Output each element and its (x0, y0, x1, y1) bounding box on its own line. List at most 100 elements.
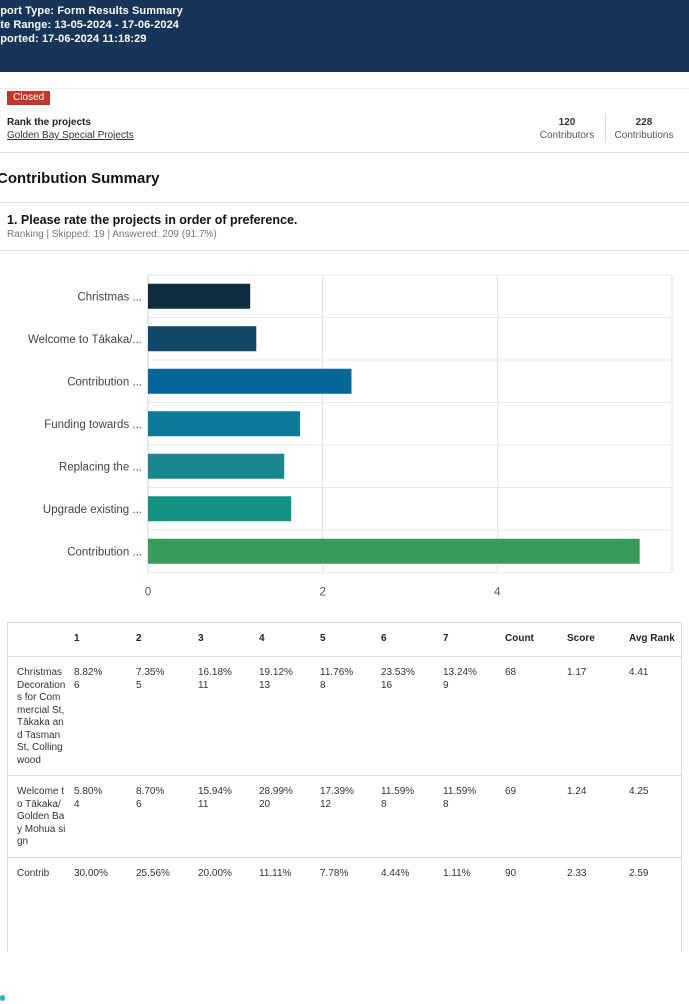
divider (0, 152, 689, 153)
table-header: 7 (443, 633, 449, 644)
section-title: Contribution Summary (0, 170, 160, 187)
rank-cell: 11.59% 8 (439, 776, 501, 858)
contributors-count: 120 (558, 117, 576, 128)
rank-percent: 11.11% (259, 867, 292, 879)
rank-percent: 25.56% (136, 867, 170, 879)
category-label: Replacing the ... (59, 461, 142, 473)
row-avg-rank: 4.41 (629, 667, 649, 678)
rank-cell: 25.56% (132, 857, 194, 888)
table-header: 5 (320, 633, 326, 644)
table-header: 2 (136, 633, 142, 644)
rank-percent: 20.00% (198, 867, 232, 879)
table-header-row: 1 2 3 4 5 6 7 Count Score Avg Rank (8, 623, 681, 657)
rank-percent: 13.24% (443, 667, 477, 678)
rank-percent: 23.53% (381, 667, 415, 678)
row-score: 2.33 (567, 867, 587, 879)
rank-count: 11 (198, 798, 209, 810)
row-project-name: Welcome to Tākaka/Golden Bay Mohua sign (17, 786, 66, 847)
exported-time: xported: 17-06-2024 11:18:29 (0, 33, 147, 45)
row-project-name: Contrib (17, 867, 50, 879)
rank-count: 6 (136, 798, 142, 810)
rank-percent: 30.00% (74, 867, 108, 879)
question-title: 1. Please rate the projects in order of … (7, 213, 298, 227)
rank-cell: 20.00% (194, 857, 255, 888)
bar (148, 411, 300, 437)
bar (148, 496, 292, 522)
row-count: 69 (505, 786, 517, 797)
rank-percent: 17.39% (320, 786, 354, 797)
table-header: 4 (259, 633, 265, 644)
rank-percent: 15.94% (198, 786, 232, 797)
page-corner-mark (0, 995, 5, 1001)
rank-percent: 28.99% (259, 786, 293, 797)
rank-percent: 7.78% (320, 867, 349, 879)
rank-cell: 11.59% 8 (377, 776, 439, 858)
bar (148, 326, 257, 352)
category-label: Funding towards ... (44, 419, 142, 431)
rank-count: 8 (381, 798, 387, 810)
category-label: Welcome to Tākaka/... (28, 334, 142, 346)
rank-percent: 8.82% (74, 667, 103, 678)
rank-cell: 4.44% (377, 857, 439, 888)
rank-count: 4 (74, 798, 80, 810)
rank-cell: 23.53% 16 (377, 657, 439, 776)
x-tick-label: 2 (319, 587, 325, 599)
divider (0, 202, 689, 203)
rank-count: 8 (320, 679, 326, 691)
rank-cell: 28.99% 20 (255, 776, 316, 858)
contributions-label: Contributions (614, 130, 674, 141)
rank-cell: 13.24% 9 (439, 657, 501, 776)
contributors-stat: 120 Contributors (532, 117, 602, 141)
x-tick-label: 4 (494, 587, 501, 599)
rank-cell: 8.82% 6 (70, 657, 132, 776)
rank-count: 6 (74, 679, 80, 691)
row-avg-rank: 2.59 (629, 867, 649, 879)
table-row: Contrib 30.00% 25.56% 20.00% 11.11% 7.78% 4.44… (8, 857, 681, 888)
rank-percent: 4.44% (381, 867, 410, 879)
row-avg-rank: 4.25 (629, 786, 649, 797)
table-header: 6 (381, 633, 387, 644)
row-count: 90 (505, 867, 517, 879)
rank-percent: 11.59% (443, 786, 477, 797)
rank-cell: 1.11% (439, 857, 501, 888)
rank-cell: 8.70% 6 (132, 776, 194, 858)
category-label: Contribution ... (67, 376, 142, 388)
rank-percent: 8.70% (136, 786, 165, 797)
rank-cell: 19.12% 13 (255, 657, 316, 776)
category-label: Christmas ... (77, 291, 142, 303)
rank-cell: 16.18% 11 (194, 657, 255, 776)
rank-percent: 7.35% (136, 667, 165, 678)
contributions-stat: 228 Contributions (609, 117, 679, 141)
rank-cell: 11.76% 8 (316, 657, 377, 776)
rank-count: 5 (136, 679, 142, 691)
rank-cell: 7.35% 5 (132, 657, 194, 776)
bar (148, 453, 285, 479)
divider (0, 88, 689, 89)
contributions-count: 228 (635, 117, 653, 128)
rank-count: 9 (443, 679, 449, 691)
table-row: Christmas Decorations for Commercial St,… (8, 656, 681, 776)
rank-percent: 11.76% (320, 667, 354, 678)
rank-count: 20 (259, 798, 271, 810)
rank-cell: 11.11% (255, 857, 316, 888)
project-link[interactable]: Golden Bay Special Projects (7, 130, 134, 141)
report-type: eport Type: Form Results Summary (0, 5, 183, 17)
report-header: eport Type: Form Results Summary ate Ran… (0, 0, 689, 72)
rank-cell: 7.78% (316, 857, 377, 888)
row-score: 1.24 (567, 786, 587, 797)
contributors-label: Contributors (539, 130, 595, 141)
x-tick-label: 0 (145, 587, 151, 599)
rank-cell: 15.94% 11 (194, 776, 255, 858)
rank-percent: 1.11% (443, 867, 471, 879)
status-badge: Closed (7, 91, 51, 105)
rank-cell: 30.00% (70, 857, 132, 888)
table-header: Score (567, 633, 595, 644)
row-score: 1.17 (567, 667, 587, 678)
date-range: ate Range: 13-05-2024 - 17-06-2024 (0, 19, 180, 31)
rank-count: 16 (381, 679, 393, 691)
bar (148, 538, 640, 564)
table-header: Avg Rank (629, 633, 675, 644)
rank-percent: 16.18% (198, 667, 232, 678)
question-meta: Ranking | Skipped: 19 | Answered: 209 (9… (7, 229, 217, 240)
table-header: 3 (198, 633, 204, 644)
